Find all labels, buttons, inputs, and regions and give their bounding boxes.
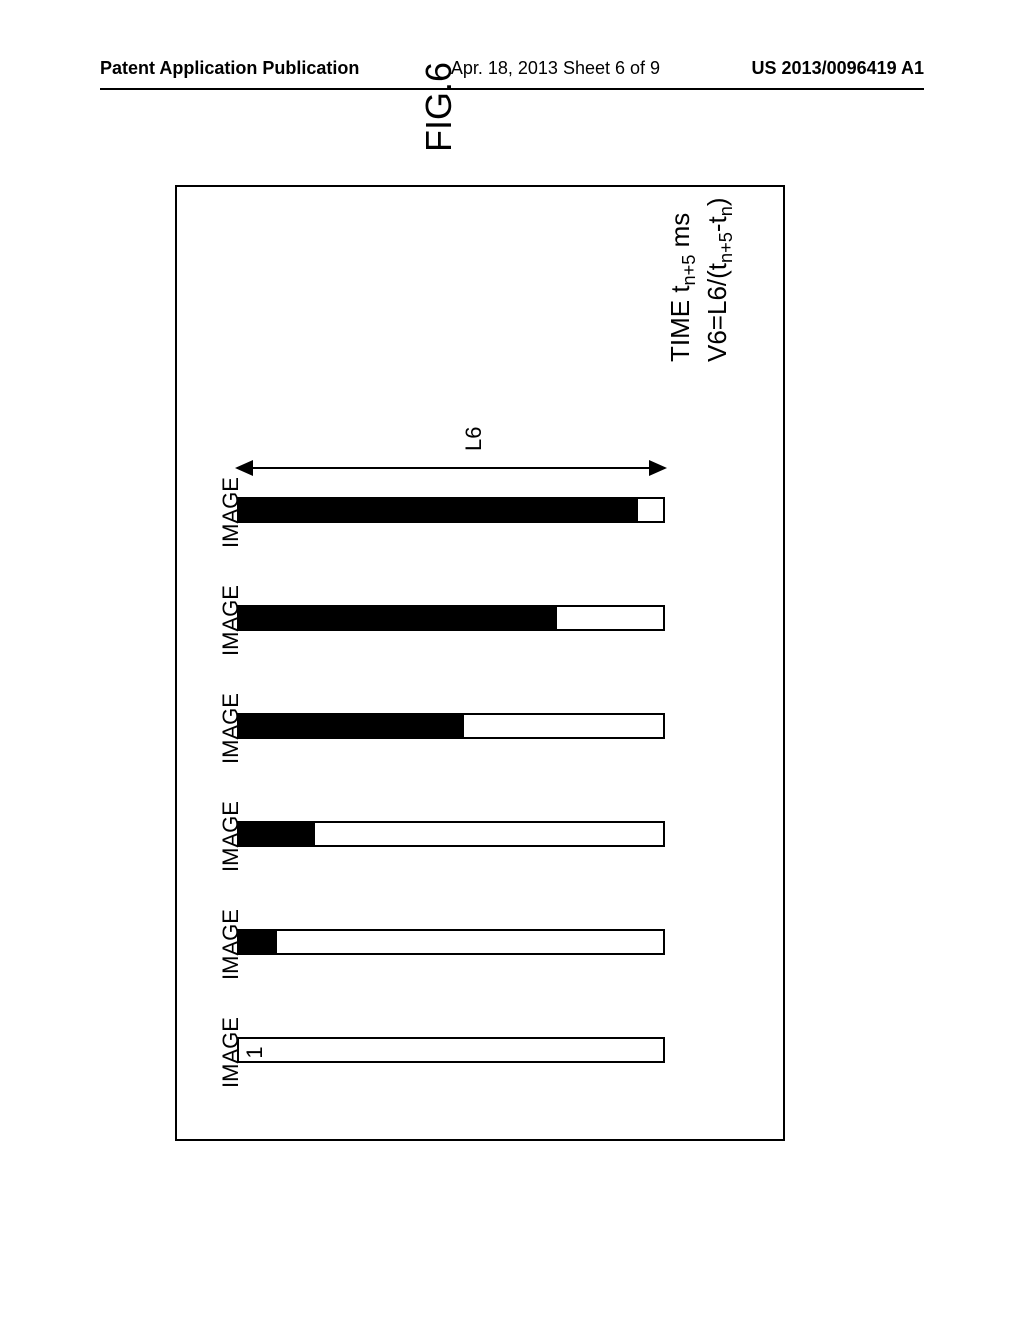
figure-label: FIG.6 (418, 62, 460, 152)
bar-fill-6 (239, 499, 638, 521)
bar-image-6 (237, 497, 665, 523)
bar-image-1 (237, 1037, 665, 1063)
equation-velocity: V6=L6/(tn+5-tn) (702, 197, 737, 362)
bar-image-5 (237, 605, 665, 631)
header-right: US 2013/0096419 A1 (752, 58, 924, 79)
l6-label: L6 (461, 427, 487, 451)
bar-label-3: IMAGE3 (219, 801, 268, 872)
header-left: Patent Application Publication (100, 58, 359, 79)
header-rule (100, 88, 924, 90)
bar-image-3 (237, 821, 665, 847)
bar-fill-5 (239, 607, 557, 629)
bar-fill-4 (239, 715, 464, 737)
l6-arrowhead-left (235, 460, 253, 476)
bar-label-5: IMAGE5 (219, 585, 268, 656)
equation-time: TIME tn+5 ms (665, 213, 700, 362)
bar-image-4 (237, 713, 665, 739)
bar-image-2 (237, 929, 665, 955)
header-center: Apr. 18, 2013 Sheet 6 of 9 (451, 58, 660, 79)
bar-label-2: IMAGE2 (219, 909, 268, 980)
figure-box: IMAGE1 IMAGE2 IMAGE3 IMAGE4 IMAGE5 IMAGE6 L6 TI… (175, 185, 785, 1141)
bar-label-1: IMAGE1 (219, 1017, 268, 1088)
bar-label-6: IMAGE6 (219, 477, 268, 548)
l6-dimension-line (237, 467, 665, 469)
bar-label-4: IMAGE4 (219, 693, 268, 764)
l6-arrowhead-right (649, 460, 667, 476)
